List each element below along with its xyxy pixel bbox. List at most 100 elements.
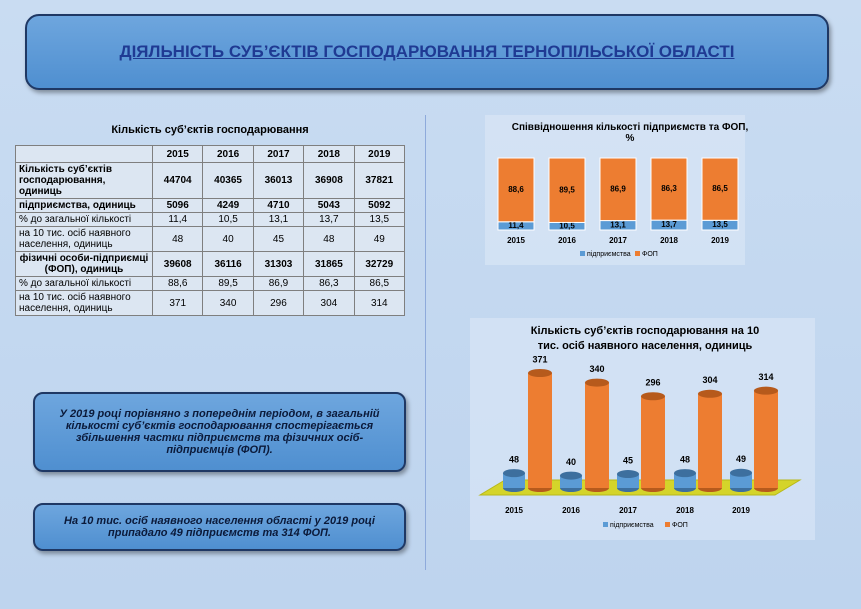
bar [641,396,665,488]
table-cell: 40 [202,226,254,252]
value-label: 371 [532,354,547,364]
legend-swatch [603,522,608,527]
value-label: 13,1 [610,220,626,229]
cylinder-top [698,389,722,398]
row-label: підприємства, одиниць [15,198,153,213]
table-cell: 48 [151,226,204,252]
table-cell: 40365 [202,162,254,199]
column-header: 2017 [252,145,305,163]
table-cell: 36116 [202,251,254,277]
divider [425,115,426,570]
value-label: 86,5 [712,184,728,193]
legend-label: ФОП [672,522,688,529]
x-tick-label: 2016 [558,236,576,245]
bar [754,390,778,488]
table-cell: 13,7 [303,212,355,227]
value-label: 296 [645,378,660,388]
row-label: фізичні особи-підприємці (ФОП), одиниць [15,251,153,277]
cylinder-top [560,471,582,480]
row-label: Кількість суб’єктів господарювання, один… [15,162,153,199]
legend-swatch [635,251,640,256]
cylinder-top [503,469,525,478]
table-cell: 36013 [252,162,305,199]
bar-segment [650,157,688,221]
x-tick-label: 2018 [660,236,678,245]
table-cell: 13,1 [252,212,305,227]
value-label: 340 [589,364,604,374]
table-row: % до загальної кількості 11,4 10,5 13,1 13,7… [15,212,406,227]
row-label: на 10 тис. осіб наявного населення, один… [15,226,153,252]
bar [730,472,752,488]
table-cell: 340 [202,290,254,316]
table-cell: 32729 [353,251,406,277]
bar-segment [599,157,637,222]
x-tick-label: 2015 [507,236,525,245]
x-tick-label: 2019 [711,236,729,245]
table-cell: 371 [151,290,204,316]
note: На 10 тис. осіб наявного населення облас… [33,503,406,551]
chart-title: Співвідношення кількості підприємств та … [511,122,749,144]
table-cell: 48 [303,226,355,252]
row-label: на 10 тис. осіб наявного населення, один… [15,290,153,316]
chart: 11,4 88,6 2015 10,5 89,5 2016 13,1 86,9 2017 13,7… [497,157,739,258]
legend-swatch [665,522,670,527]
table-cell: 44704 [151,162,204,199]
table-row: на 10 тис. осіб наявного населення, один… [15,226,406,252]
value-label: 86,9 [610,184,626,193]
cylinder-top [641,392,665,401]
x-tick-label: 2015 [505,506,523,515]
column-header: 2018 [303,145,355,163]
legend-label: підприємства [587,250,631,258]
value-label: 13,5 [712,220,728,229]
table-cell: 4249 [202,198,254,213]
value-label: 10,5 [559,221,575,230]
table-title: Кількість суб’єктів господарювання [111,124,309,136]
x-tick-label: 2018 [676,506,694,515]
x-tick-label: 2019 [732,506,750,515]
table-cell: 31865 [303,251,355,277]
table-cell: 86,5 [353,276,406,291]
bar [503,473,525,488]
cylinder-top [730,468,752,477]
header-row: 2015 2016 2017 2018 2019 [15,145,406,163]
table-cell: 89,5 [202,276,254,291]
value-label: 314 [758,372,773,382]
cylinder-top [528,369,552,377]
table-row: фізичні особи-підприємці (ФОП), одиниць 3… [15,251,406,277]
row-label: % до загальної кількості [15,276,153,291]
bar [617,474,639,488]
bar-segment [497,157,535,223]
legend-label: ФОП [642,251,658,258]
value-label: 86,3 [661,184,677,193]
table-cell: 88,6 [151,276,204,291]
table-cell: 10,5 [202,212,254,227]
value-label: 40 [566,457,576,467]
value-label: 48 [680,454,690,464]
table-cell: 5096 [151,198,204,213]
table-cell: 11,4 [151,212,204,227]
bar [674,473,696,488]
bar [585,382,609,488]
chart-title: Кількість суб’єктів господарювання на 10… [530,325,760,352]
table-cell: 304 [303,290,355,316]
note: У 2019 році порівняно з попереднім періо… [33,392,406,472]
table-cell: 13,5 [353,212,406,227]
chart: 48 40 45 48 49 371 340 296 304 314 2015 2016 2017 201… [478,354,802,529]
table-row: на 10 тис. осіб наявного населення, один… [15,290,406,316]
column-header: 2015 [151,145,204,163]
table-cell: 86,3 [303,276,355,291]
table-cell: 31303 [252,251,305,277]
table-cell: 5043 [303,198,355,213]
x-tick-label: 2017 [619,506,637,515]
bar-segment [548,157,586,223]
column-header: 2019 [353,145,406,163]
value-label: 49 [736,454,746,464]
table-row: Кількість суб’єктів господарювання, один… [15,162,406,199]
value-label: 89,5 [559,185,575,194]
value-label: 45 [623,455,633,465]
cylinder-top [617,470,639,479]
table-cell: 86,9 [252,276,305,291]
page-title: ДІЯЛЬНІСТЬ СУБ’ЄКТІВ ГОСПОДАРЮВАННЯ ТЕРН… [119,42,735,61]
column-header: 2016 [202,145,254,163]
